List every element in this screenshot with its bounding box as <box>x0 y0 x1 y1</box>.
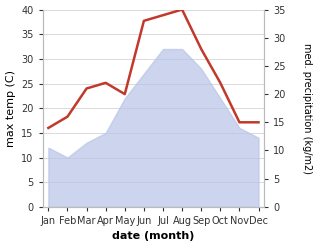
X-axis label: date (month): date (month) <box>112 231 195 242</box>
Y-axis label: max temp (C): max temp (C) <box>5 70 16 147</box>
Y-axis label: med. precipitation (kg/m2): med. precipitation (kg/m2) <box>302 43 313 174</box>
